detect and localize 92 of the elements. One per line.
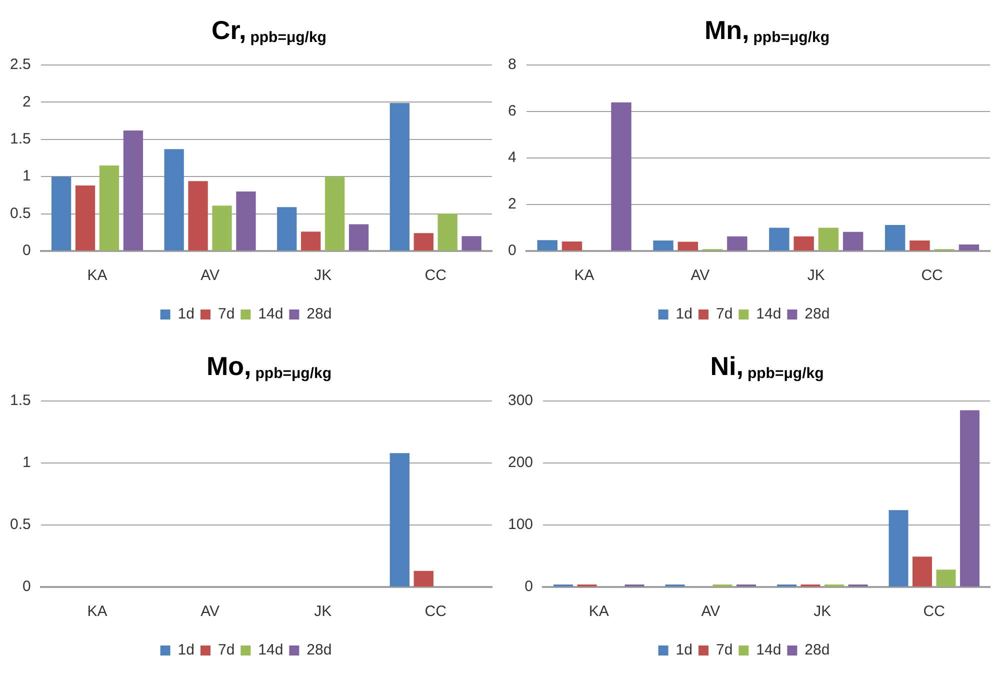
y-tick-label: 4 [508, 149, 516, 166]
y-tick-label: 0 [22, 578, 31, 596]
legend-label: 28d [306, 642, 332, 659]
y-tick-label: 0.5 [10, 204, 31, 222]
legend-label: 28d [804, 306, 830, 323]
legend-label: 7d [716, 642, 733, 659]
y-tick-label: 1 [22, 168, 31, 185]
bar [562, 241, 582, 250]
legend-label: 1d [676, 642, 692, 659]
legend-label: 14d [258, 642, 284, 659]
bar [462, 236, 482, 250]
chart-subtitle: ppb=μg/kg [255, 365, 332, 382]
y-tick-label: 300 [508, 392, 534, 410]
y-tick-label: 2 [508, 196, 516, 213]
chart-subtitle: ppb=μg/kg [753, 29, 830, 46]
chart-subtitle: ppb=μg/kg [250, 29, 326, 46]
legend-label: 1d [178, 306, 194, 323]
bar [611, 102, 632, 250]
legend-label: 7d [218, 642, 235, 659]
bar [653, 240, 674, 250]
y-tick-label: 2 [22, 93, 31, 110]
x-tick-label: CC [921, 267, 944, 284]
x-tick-label: KA [87, 603, 108, 620]
bar [910, 240, 930, 250]
legend-label: 14d [258, 306, 284, 323]
bar [537, 240, 558, 250]
y-tick-label: 8 [508, 56, 516, 74]
y-tick-label: 0 [22, 242, 31, 260]
legend-label: 14d [756, 642, 782, 659]
legend-label: 28d [804, 642, 830, 659]
bar [414, 233, 434, 250]
x-tick-label: JK [314, 267, 332, 284]
bar [842, 232, 864, 250]
bar [818, 228, 839, 250]
bar [678, 242, 698, 250]
legend-label: 14d [756, 306, 782, 323]
x-tick-label: JK [807, 267, 825, 284]
bar [324, 176, 345, 250]
legend-label: 1d [676, 306, 692, 323]
bar [236, 191, 256, 250]
bar [936, 570, 956, 586]
bar [164, 149, 184, 250]
y-tick-label: 2.5 [10, 56, 31, 74]
y-tick-label: 0 [524, 578, 534, 596]
legend-label: 7d [218, 306, 235, 323]
bar [960, 410, 980, 586]
chart-title: Mn, [704, 15, 750, 46]
bar [301, 232, 321, 250]
y-tick-label: 1.5 [10, 392, 31, 410]
x-tick-label: JK [814, 603, 832, 620]
chart-title: Ni, [710, 351, 744, 382]
x-tick-label: AV [690, 267, 710, 284]
bar [769, 228, 790, 250]
bar [727, 236, 748, 250]
x-tick-label: KA [87, 267, 108, 284]
x-tick-label: KA [574, 267, 594, 284]
bar [277, 207, 297, 250]
y-tick-label: 200 [508, 454, 534, 472]
y-tick-label: 100 [508, 516, 534, 534]
y-tick-label: 0.5 [10, 516, 31, 534]
legend-label: 1d [178, 642, 194, 659]
bar [123, 130, 144, 250]
y-tick-label: 1 [22, 454, 31, 472]
chart-subtitle: ppb=μg/kg [747, 365, 824, 382]
bar [212, 206, 232, 250]
x-tick-label: CC [923, 603, 946, 620]
bar [794, 236, 814, 250]
bar [888, 510, 908, 586]
x-tick-label: JK [314, 603, 332, 620]
bar [188, 181, 208, 250]
bar [438, 214, 458, 250]
chart-title: Cr, [212, 15, 246, 46]
bar [51, 176, 72, 250]
bar [75, 186, 96, 250]
bar [99, 165, 120, 250]
x-tick-label: AV [200, 267, 220, 284]
x-tick-label: AV [701, 603, 720, 620]
x-tick-label: KA [588, 603, 609, 620]
y-tick-label: 0 [508, 242, 516, 260]
x-tick-label: CC [424, 267, 447, 284]
bar [348, 224, 369, 250]
x-tick-label: CC [424, 603, 447, 620]
y-tick-label: 6 [508, 102, 516, 120]
bar [884, 224, 906, 250]
bar [912, 556, 932, 586]
y-tick-label: 1.5 [10, 130, 31, 148]
x-tick-label: AV [200, 603, 220, 620]
bar [958, 244, 980, 250]
bar [390, 102, 410, 250]
legend-label: 28d [306, 306, 332, 323]
legend-label: 7d [716, 306, 733, 323]
chart-title: Mo, [206, 351, 252, 382]
